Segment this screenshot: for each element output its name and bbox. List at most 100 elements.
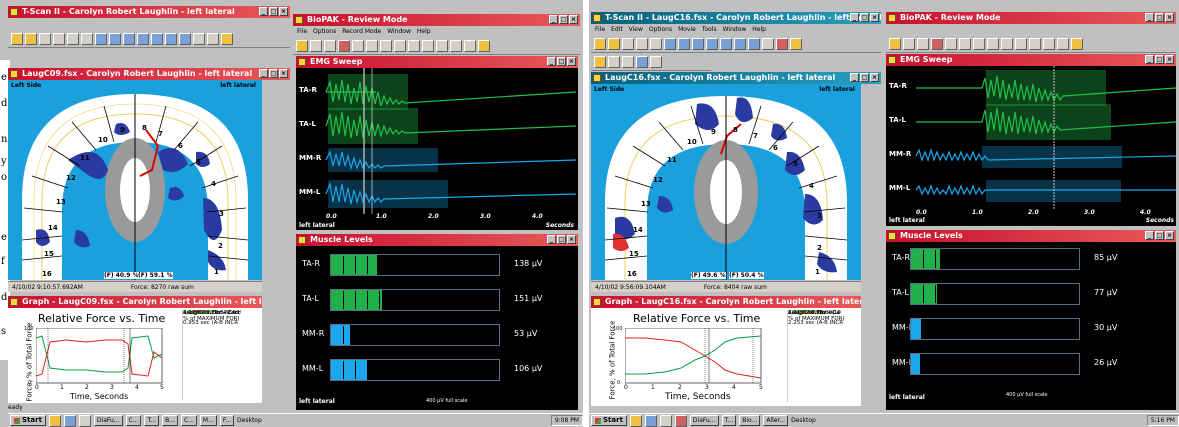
tool-icon[interactable] [945,38,957,50]
menu-tools[interactable]: Tools [702,26,717,33]
taskbar-task[interactable]: DiaFu... [690,415,719,426]
maximize-button[interactable]: □ [1155,55,1164,64]
muscle-levels-title-bar[interactable]: Muscle Levels _ □ × [296,234,578,246]
open-icon[interactable] [889,38,901,50]
menu-movie[interactable]: Movie [678,26,696,33]
taskbar-task[interactable]: Aller... [763,415,788,426]
quicklaunch-icon[interactable] [660,415,672,427]
start-button[interactable]: Start [591,415,627,426]
stop-icon[interactable] [137,33,149,45]
step-forward-icon[interactable] [165,33,177,45]
maximize-button[interactable]: □ [559,15,568,24]
tool-icon[interactable] [53,33,65,45]
rewind-icon[interactable] [95,33,107,45]
minimize-button[interactable]: _ [547,57,556,66]
quicklaunch-icon[interactable] [675,415,687,427]
tool-icon[interactable] [959,38,971,50]
emg-title-bar[interactable]: EMG Sweep _ □ × [296,56,578,68]
tscan-title-bar[interactable]: T-Scan II - Carolyn Robert Laughlin - le… [8,6,290,18]
muscle-levels-title-bar[interactable]: Muscle Levels _ □ × [886,230,1176,242]
open-icon[interactable] [296,40,308,52]
biopak-title-bar[interactable]: BioPAK - Review Mode _ □ × [293,14,580,26]
tool-icon[interactable] [39,33,51,45]
quicklaunch-icon[interactable] [645,415,657,427]
menu-help[interactable]: Help [417,28,431,35]
close-button[interactable]: × [279,7,288,16]
play-back-icon[interactable] [692,38,704,50]
minimize-button[interactable]: _ [259,69,268,78]
tool-icon[interactable] [650,38,662,50]
maximize-button[interactable]: □ [269,7,278,16]
tool-icon[interactable] [408,40,420,52]
close-button[interactable]: × [1165,55,1174,64]
maximize-button[interactable]: □ [860,13,869,22]
emg-title-bar[interactable]: EMG Sweep _ □ × [886,54,1176,66]
minimize-button[interactable]: _ [547,235,556,244]
tool-icon[interactable] [193,33,205,45]
close-button[interactable]: × [870,73,879,82]
minimize-button[interactable]: _ [1145,231,1154,240]
stop-icon[interactable] [706,38,718,50]
tool-icon[interactable] [1015,38,1027,50]
tool-icon[interactable] [422,40,434,52]
tool-icon[interactable] [207,33,219,45]
tool-icon[interactable] [917,38,929,50]
close-button[interactable]: × [1165,13,1174,22]
record-icon[interactable] [931,38,943,50]
taskbar-task[interactable]: C... [181,415,197,426]
step-back-icon[interactable] [109,33,121,45]
open-icon[interactable] [594,38,606,50]
tool-icon[interactable] [987,38,999,50]
quicklaunch-icon[interactable] [79,415,91,427]
tool-icon[interactable] [973,38,985,50]
menu-record-mode[interactable]: Record Mode [342,28,381,35]
tool-icon[interactable] [1057,38,1069,50]
tool-icon[interactable] [464,40,476,52]
tool-icon[interactable] [352,40,364,52]
tool-icon[interactable] [622,56,634,68]
minimize-button[interactable]: _ [850,13,859,22]
close-button[interactable]: × [870,13,879,22]
menu-edit[interactable]: Edit [611,26,623,33]
minimize-button[interactable]: _ [259,7,268,16]
menu-file[interactable]: File [297,28,307,35]
taskbar-task[interactable]: M... [200,415,217,426]
emg-sweep-plot[interactable]: TA-R TA-L MM-R MM-L 0.0 1.0 2.0 3.0 4.0 … [886,66,1176,226]
save-icon[interactable] [25,33,37,45]
quicklaunch-icon[interactable] [64,415,76,427]
tool-icon[interactable] [324,40,336,52]
tool-icon[interactable] [1029,38,1041,50]
occlusal-arch-view[interactable]: Left Side left lateral 1 2 3 4 5 6 7 8 9… [591,84,861,280]
taskbar-task[interactable]: DiaFu... [94,415,123,426]
help-icon[interactable] [478,40,490,52]
close-button[interactable]: × [567,235,576,244]
close-button[interactable]: × [279,69,288,78]
tool-icon[interactable] [394,40,406,52]
record-icon[interactable] [338,40,350,52]
tool-icon[interactable] [636,38,648,50]
tool-icon[interactable] [81,33,93,45]
emg-sweep-plot[interactable]: TA-R TA-L MM-R MM-L 0.0 1.0 2.0 3.0 4.0 … [296,68,578,230]
maximize-button[interactable]: □ [860,73,869,82]
tool-icon[interactable] [608,56,620,68]
help-icon[interactable] [790,38,802,50]
play-icon[interactable] [720,38,732,50]
minimize-button[interactable]: _ [1145,13,1154,22]
fast-forward-icon[interactable] [748,38,760,50]
tool-icon[interactable] [436,40,448,52]
maximize-button[interactable]: □ [557,57,566,66]
tscan-title-bar[interactable]: T-Scan II - LaugC16.fsx - Carolyn Robert… [591,12,881,24]
step-forward-icon[interactable] [734,38,746,50]
menu-view[interactable]: View [629,26,643,33]
tool-icon[interactable] [762,38,774,50]
close-button[interactable]: × [569,15,578,24]
tool-icon[interactable] [310,40,322,52]
maximize-button[interactable]: □ [269,69,278,78]
maximize-button[interactable]: □ [1155,13,1164,22]
tool-icon[interactable] [622,38,634,50]
close-button[interactable]: × [567,57,576,66]
close-button[interactable]: × [1165,231,1174,240]
rewind-icon[interactable] [664,38,676,50]
tool-icon[interactable] [380,40,392,52]
minimize-button[interactable]: _ [549,15,558,24]
